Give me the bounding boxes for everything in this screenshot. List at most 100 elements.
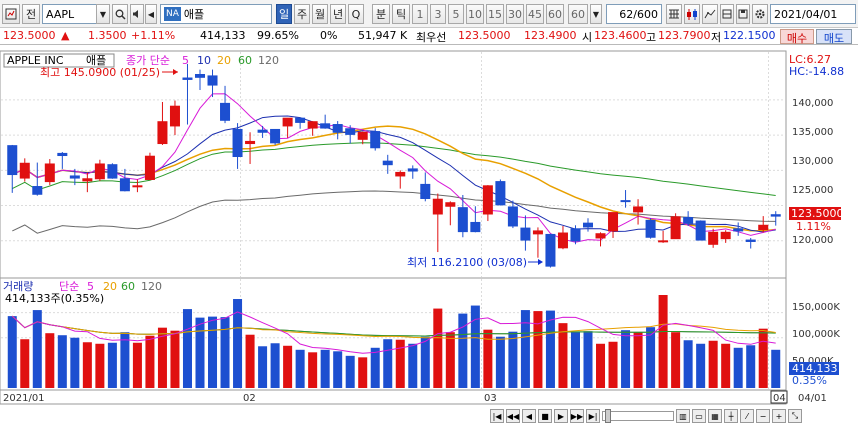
chart-mode-icon[interactable] — [2, 4, 20, 24]
volume-bar — [508, 331, 518, 388]
interval-3-button[interactable]: 3 — [430, 4, 446, 24]
candle-body — [658, 240, 669, 243]
interval-custom-field[interactable]: 60 — [568, 4, 588, 24]
expand-icon[interactable]: ⤡ — [788, 409, 802, 423]
volume-bar — [295, 349, 305, 388]
candle-body — [332, 124, 343, 133]
interval-1-button[interactable]: 1 — [412, 4, 428, 24]
data-count-field[interactable]: 62/600 — [606, 4, 662, 24]
volume-bar — [220, 317, 230, 388]
date-field[interactable]: 2021/04/01 — [770, 4, 856, 24]
vol-ma5-line — [11, 311, 776, 354]
buy-button[interactable]: 매수 — [780, 29, 814, 45]
symbol-legend: APPLE INC — [7, 54, 64, 67]
volume-bar — [182, 309, 192, 388]
candle-body — [432, 198, 443, 215]
zoom-slider[interactable] — [602, 409, 674, 423]
volume-bar — [646, 327, 656, 388]
interval-dropdown-icon[interactable]: ▼ — [590, 4, 602, 24]
period-month-button[interactable]: 월 — [312, 4, 328, 24]
volume-value: 414,133 — [200, 29, 246, 42]
na-badge: NA — [164, 7, 181, 21]
zoom-out-icon[interactable]: − — [756, 409, 770, 423]
best-quote-label: 최우선 — [416, 31, 447, 44]
interval-30-button[interactable]: 30 — [506, 4, 524, 24]
period-minute-button[interactable]: 분 — [372, 4, 390, 24]
high-annotation: 최고 145.0900 (01/25) — [40, 66, 160, 79]
current-price-badge-text: 123.5000 — [791, 207, 844, 220]
interval-10-button[interactable]: 10 — [466, 4, 484, 24]
current-volume-badge — [789, 362, 839, 375]
speaker-icon[interactable] — [130, 4, 144, 24]
candle-body — [745, 239, 756, 242]
volume-bar — [658, 295, 668, 388]
best-ask: 123.5000 — [458, 29, 511, 42]
interval-45-button[interactable]: 45 — [526, 4, 544, 24]
view-full-icon[interactable]: ▭ — [692, 409, 706, 423]
price-volume-chart[interactable]: APPLE INC 애플 종가 단순 5 10 20 60 120 LC:6.2… — [0, 45, 858, 427]
symbol-dropdown-icon[interactable]: ▼ — [96, 4, 110, 24]
candle-type-icon[interactable] — [684, 4, 700, 24]
sell-button[interactable]: 매도 — [816, 29, 852, 45]
scroll-forward-icon[interactable]: ▶ — [554, 409, 568, 423]
x-label-04-box — [770, 390, 788, 404]
volume-bar — [82, 342, 92, 388]
layout-icon[interactable] — [720, 4, 734, 24]
scroll-back-icon[interactable]: ◀ — [522, 409, 536, 423]
zoom-in-icon[interactable]: + — [772, 409, 786, 423]
volume-bar — [633, 332, 643, 388]
volume-bar — [708, 340, 718, 388]
candle-body — [733, 228, 744, 232]
overlay-icon[interactable] — [702, 4, 718, 24]
candle-body — [633, 206, 644, 213]
period-year-button[interactable]: 년 — [330, 4, 346, 24]
trend-icon[interactable]: ⁄ — [740, 409, 754, 423]
period-quarter-button[interactable]: Q — [348, 4, 364, 24]
volume-bar — [520, 310, 530, 388]
ma-legend-label: 종가 단순 — [126, 54, 170, 67]
volume-bar — [746, 345, 756, 388]
stock-name-field[interactable]: NA 애플 — [160, 4, 272, 24]
volume-bar — [433, 308, 443, 388]
volume-bar — [345, 355, 355, 388]
volume-ma-label: 단순 — [59, 280, 79, 293]
interval-60-button[interactable]: 60 — [546, 4, 564, 24]
candle-body — [670, 216, 681, 240]
scroll-back-fast-icon[interactable]: ◀◀ — [506, 409, 520, 423]
view-table-icon[interactable]: ▦ — [708, 409, 722, 423]
search-icon[interactable] — [112, 4, 128, 24]
interval-15-button[interactable]: 15 — [486, 4, 504, 24]
volume-bar — [132, 342, 142, 388]
jeon-button[interactable]: 전 — [22, 4, 40, 24]
vol-ma5-legend: 5 — [87, 280, 94, 293]
save-icon[interactable] — [736, 4, 750, 24]
symbol-input[interactable]: AAPL — [42, 4, 110, 24]
scroll-forward-fast-icon[interactable]: ▶▶ — [570, 409, 584, 423]
scroll-last-icon[interactable]: ▶| — [586, 409, 600, 423]
gear-icon[interactable] — [752, 4, 768, 24]
lc-indicator: LC:6.27 — [789, 53, 831, 66]
scroll-first-icon[interactable]: |◀ — [490, 409, 504, 423]
zoom-slider-thumb[interactable] — [605, 409, 611, 423]
candle-body — [169, 105, 180, 127]
speaker-dropdown-icon[interactable]: ◀ — [145, 4, 157, 24]
volume-bar — [771, 349, 781, 388]
ma120-line — [12, 190, 776, 234]
candle-body — [357, 131, 368, 140]
volume-bar — [683, 340, 693, 388]
price-tick-125000: 125,000 — [792, 185, 833, 196]
price-tick-135000: 135,000 — [792, 127, 833, 138]
period-week-button[interactable]: 주 — [294, 4, 310, 24]
crosshair-icon[interactable]: ┼ — [724, 409, 738, 423]
candle-body — [770, 214, 781, 217]
grid-icon[interactable] — [666, 4, 682, 24]
high-arrow-icon — [173, 69, 178, 75]
chart-area[interactable]: APPLE INC 애플 종가 단순 5 10 20 60 120 LC:6.2… — [0, 45, 858, 427]
candle-body — [420, 183, 431, 199]
stop-icon[interactable]: ■ — [538, 409, 552, 423]
period-day-button[interactable]: 일 — [276, 4, 292, 24]
price-tick-140000: 140,000 — [792, 98, 833, 109]
interval-5-button[interactable]: 5 — [448, 4, 464, 24]
period-tick-button[interactable]: 틱 — [392, 4, 410, 24]
view-split-icon[interactable]: ▥ — [676, 409, 690, 423]
